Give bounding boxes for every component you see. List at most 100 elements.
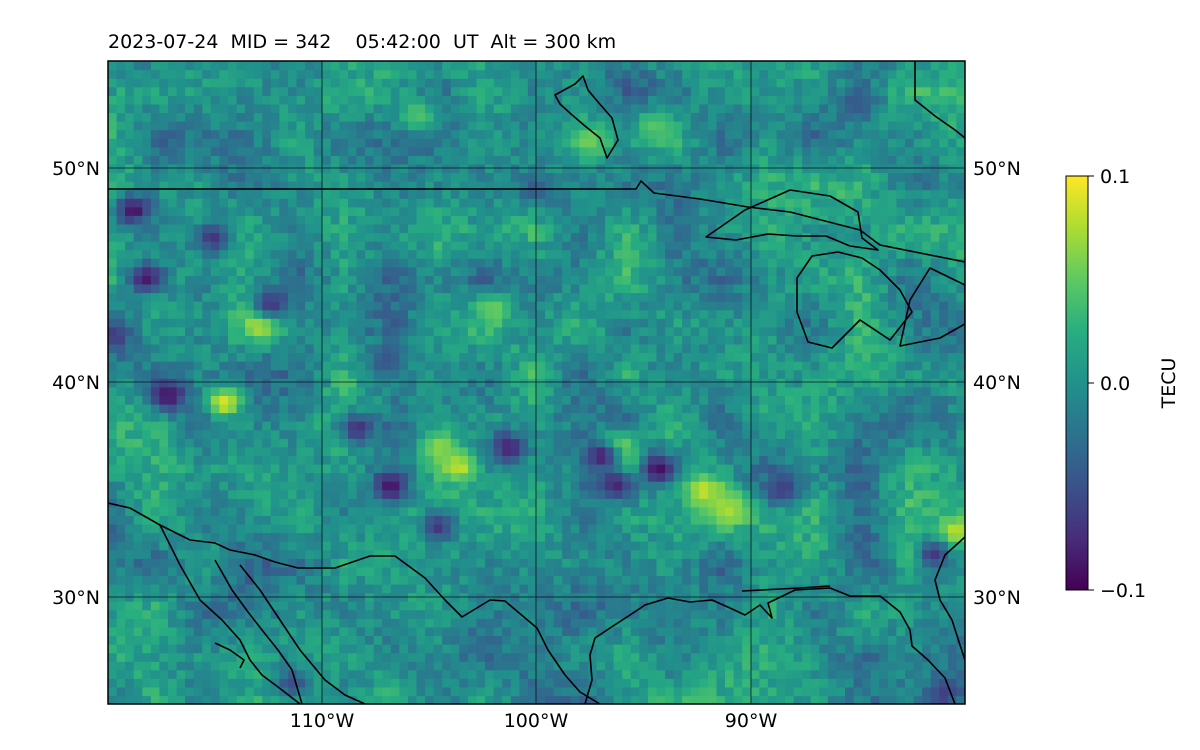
heatmap-cell bbox=[647, 575, 658, 585]
heatmap-cell bbox=[390, 481, 400, 491]
heatmap-cell bbox=[210, 61, 220, 71]
heatmap-cell bbox=[236, 121, 246, 131]
heatmap-cell bbox=[125, 232, 135, 242]
heatmap-cell bbox=[425, 403, 435, 414]
heatmap-cell bbox=[150, 198, 161, 208]
heatmap-cell bbox=[305, 421, 315, 431]
heatmap-cell bbox=[185, 421, 195, 431]
heatmap-cell bbox=[356, 515, 366, 525]
heatmap-cell bbox=[356, 155, 366, 165]
heatmap-cell bbox=[476, 283, 486, 294]
heatmap-cell bbox=[279, 635, 289, 645]
heatmap-cell bbox=[339, 626, 349, 636]
heatmap-cell bbox=[339, 172, 349, 182]
heatmap-cell bbox=[253, 189, 263, 199]
heatmap-cell bbox=[288, 283, 298, 294]
heatmap-cell bbox=[185, 395, 195, 405]
heatmap-cell bbox=[459, 206, 469, 216]
heatmap-cell bbox=[236, 232, 246, 242]
heatmap-cell bbox=[502, 403, 512, 414]
heatmap-cell bbox=[313, 558, 323, 568]
heatmap-cell bbox=[545, 652, 555, 662]
heatmap-cell bbox=[493, 669, 503, 679]
heatmap-cell bbox=[270, 386, 280, 396]
heatmap-cell bbox=[356, 326, 366, 336]
heatmap-cell bbox=[562, 198, 572, 208]
heatmap-cell bbox=[570, 181, 580, 191]
heatmap-cell bbox=[176, 601, 186, 611]
heatmap-cell bbox=[382, 506, 392, 516]
heatmap-cell bbox=[467, 189, 478, 199]
heatmap-cell bbox=[108, 326, 118, 336]
heatmap-cell bbox=[485, 378, 495, 388]
heatmap-cell bbox=[168, 163, 178, 174]
heatmap-cell bbox=[365, 403, 375, 414]
heatmap-cell bbox=[476, 481, 486, 491]
heatmap-cell bbox=[510, 146, 520, 156]
heatmap-cell bbox=[562, 232, 572, 242]
heatmap-cell bbox=[108, 506, 118, 516]
heatmap-cell bbox=[296, 455, 306, 465]
heatmap-cell bbox=[647, 215, 658, 225]
heatmap-cell bbox=[133, 223, 143, 234]
heatmap-cell bbox=[399, 61, 409, 62]
heatmap-cell bbox=[185, 215, 195, 225]
heatmap-cell bbox=[545, 412, 555, 422]
heatmap-cell bbox=[450, 395, 460, 405]
heatmap-cell bbox=[613, 506, 623, 516]
heatmap-cell bbox=[159, 241, 169, 251]
heatmap-cell bbox=[202, 558, 212, 568]
heatmap-cell bbox=[108, 421, 118, 431]
heatmap-cell bbox=[579, 103, 589, 114]
heatmap-cell bbox=[339, 343, 349, 354]
heatmap-cell bbox=[536, 438, 546, 448]
heatmap-cell bbox=[185, 584, 195, 594]
heatmap-cell bbox=[587, 189, 598, 199]
heatmap-cell bbox=[450, 361, 460, 371]
heatmap-cell bbox=[493, 78, 503, 88]
heatmap-cell bbox=[502, 69, 512, 79]
heatmap-cell bbox=[322, 566, 332, 576]
heatmap-cell bbox=[228, 292, 238, 302]
heatmap-cell bbox=[108, 352, 118, 362]
heatmap-cell bbox=[399, 163, 409, 174]
heatmap-cell bbox=[142, 146, 152, 156]
heatmap-cell bbox=[647, 275, 658, 285]
heatmap-cell bbox=[193, 472, 203, 482]
heatmap-cell bbox=[527, 386, 538, 396]
heatmap-cell bbox=[365, 155, 375, 165]
heatmap-cell bbox=[236, 669, 246, 679]
heatmap-cell bbox=[596, 584, 606, 594]
heatmap-cell bbox=[245, 318, 255, 328]
heatmap-cell bbox=[519, 429, 529, 439]
heatmap-cell bbox=[253, 395, 263, 405]
heatmap-cell bbox=[150, 103, 161, 114]
heatmap-cell bbox=[390, 103, 400, 114]
heatmap-cell bbox=[450, 412, 460, 422]
heatmap-cell bbox=[416, 69, 426, 79]
heatmap-cell bbox=[253, 421, 263, 431]
heatmap-cell bbox=[125, 78, 135, 88]
heatmap-cell bbox=[279, 609, 289, 619]
heatmap-cell bbox=[450, 601, 460, 611]
heatmap-cell bbox=[596, 532, 606, 542]
heatmap-cell bbox=[228, 189, 238, 199]
heatmap-cell bbox=[665, 369, 675, 379]
heatmap-cell bbox=[442, 61, 452, 71]
heatmap-cell bbox=[519, 155, 529, 165]
heatmap-cell bbox=[519, 609, 529, 619]
heatmap-cell bbox=[193, 343, 203, 354]
heatmap-cell bbox=[485, 412, 495, 422]
heatmap-cell bbox=[330, 198, 340, 208]
heatmap-cell bbox=[502, 249, 512, 259]
heatmap-cell bbox=[485, 146, 495, 156]
heatmap-cell bbox=[408, 95, 418, 105]
heatmap-cell bbox=[296, 163, 306, 174]
heatmap-cell bbox=[502, 686, 512, 697]
heatmap-cell bbox=[185, 575, 195, 585]
heatmap-cell bbox=[510, 189, 520, 199]
heatmap-cell bbox=[510, 575, 520, 585]
heatmap-cell bbox=[236, 695, 246, 704]
heatmap-cell bbox=[365, 463, 375, 474]
heatmap-cell bbox=[519, 241, 529, 251]
